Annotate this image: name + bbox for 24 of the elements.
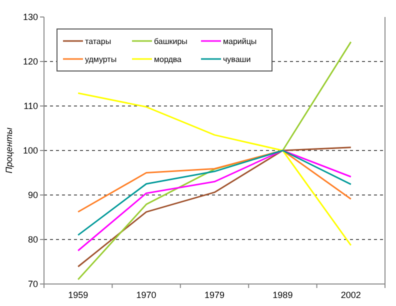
line-series (77, 150, 352, 252)
y-tick-label: 120 (22, 56, 38, 67)
y-tick-label: 110 (24, 101, 38, 112)
legend-label: башкиры (154, 36, 188, 46)
legend-label: марийцы (223, 36, 257, 46)
legend-label: чуваши (223, 54, 251, 64)
line-series (77, 150, 352, 236)
y-tick-label: 70 (28, 279, 38, 290)
y-tick-label: 90 (28, 190, 38, 200)
legend-label: удмурты (85, 54, 117, 64)
y-axis-title: Проценты (4, 127, 14, 174)
line-series (77, 92, 352, 246)
legend-label: татары (85, 36, 112, 46)
line-series (77, 150, 352, 213)
x-tick-label: 1989 (272, 290, 293, 300)
legend-label: мордва (154, 54, 182, 64)
x-tick-label: 1979 (204, 290, 225, 300)
x-tick-label: 1970 (136, 290, 156, 300)
y-tick-label: 100 (22, 146, 38, 156)
x-tick-label: 1959 (68, 290, 88, 300)
y-tick-label: 80 (28, 234, 38, 245)
x-tick-label: 2002 (340, 290, 361, 300)
line-series (77, 146, 352, 268)
y-tick-label: 130 (22, 12, 38, 22)
